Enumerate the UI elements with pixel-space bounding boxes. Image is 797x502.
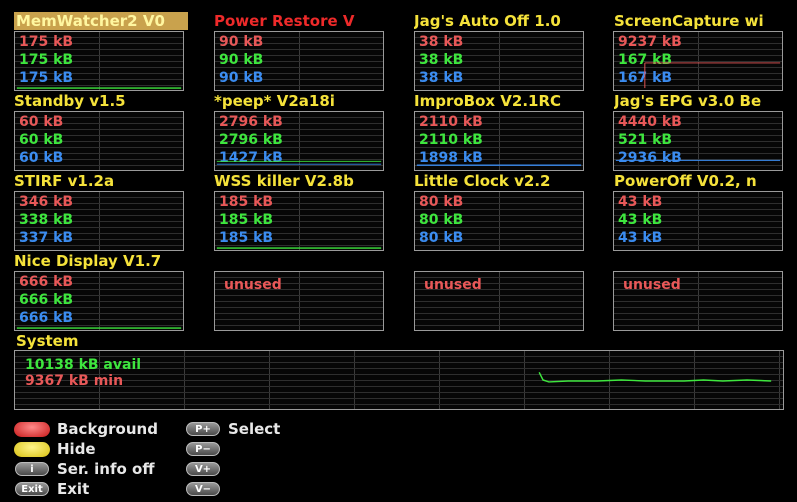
plugin-title-stirf[interactable]: STIRF v1.2a [14,172,115,190]
mem-value-blue: 175 kB [19,70,74,86]
plugin-panel-epg: 4440 kB 521 kB 2936 kB [613,111,783,171]
mem-value-blue: 666 kB [19,310,74,326]
plugin-title-poweroff[interactable]: PowerOff V0.2, n [614,172,757,190]
plugin-title-peep[interactable]: *peep* V2a18i [214,92,335,110]
mem-value-red: 9237 kB [618,34,682,50]
mem-value-blue: 185 kB [219,230,274,246]
mem-value-red: 43 kB [618,194,663,210]
legend-select: Select [228,420,281,438]
plugin-title-epg[interactable]: Jag's EPG v3.0 Be [614,92,762,110]
exit-key-icon[interactable]: Exit [15,482,49,496]
mem-value-green: 666 kB [19,292,74,308]
mem-value-green: 80 kB [419,212,464,228]
mem-value-green: 38 kB [419,52,464,68]
mem-value-blue: 2936 kB [618,150,682,166]
mem-value-green: 43 kB [618,212,663,228]
plugin-panel-little-clock: 80 kB 80 kB 80 kB [414,191,584,251]
plugin-panel-standby: 60 kB 60 kB 60 kB [14,111,184,171]
plugin-panel-poweroff: 43 kB 43 kB 43 kB [613,191,783,251]
unused-slot: unused [613,271,783,331]
memory-graph [216,247,382,249]
mem-value-blue: 38 kB [419,70,464,86]
plugin-title-auto-off[interactable]: Jag's Auto Off 1.0 [414,12,561,30]
plugin-panel-nice-display: 666 kB 666 kB 666 kB [14,271,184,331]
plugin-title-little-clock[interactable]: Little Clock v2.2 [414,172,551,190]
unused-slot: unused [414,271,584,331]
plugin-title-memwatcher[interactable]: MemWatcher2 V0 [14,12,188,30]
plugin-title-improbox[interactable]: ImproBox V2.1RC [414,92,562,110]
plugin-panel-memwatcher: 175 kB 175 kB 175 kB [14,31,184,91]
memory-graph [216,160,382,165]
plugin-panel-improbox: 2110 kB 2110 kB 1898 kB [414,111,584,171]
mem-value-blue: 43 kB [618,230,663,246]
mem-value-green: 338 kB [19,212,74,228]
mem-value-blue: 80 kB [419,230,464,246]
plugin-panel-auto-off: 38 kB 38 kB 38 kB [414,31,584,91]
memory-graph [16,327,182,329]
mem-value-green: 185 kB [219,212,274,228]
mem-value-red: 60 kB [19,114,64,130]
unused-label: unused [424,277,482,293]
memory-graph [416,164,582,166]
legend-background: Background [57,420,158,438]
mem-value-red: 346 kB [19,194,74,210]
mem-value-blue: 1898 kB [419,150,483,166]
mem-value-red: 4440 kB [618,114,682,130]
mem-value-green: 2796 kB [219,132,283,148]
mem-value-green: 60 kB [19,132,64,148]
system-min: 9367 kB min [25,373,124,389]
mem-value-red: 90 kB [219,34,264,50]
unused-label: unused [224,277,282,293]
mem-value-green: 167 kB [618,52,673,68]
mem-value-red: 38 kB [419,34,464,50]
memory-graph [615,159,781,161]
yellow-key-icon[interactable] [14,442,50,457]
plugin-title-power-restore[interactable]: Power Restore V [214,12,355,30]
system-avail: 10138 kB avail [25,357,142,373]
mem-value-red: 185 kB [219,194,274,210]
mem-value-red: 175 kB [19,34,74,50]
plugin-panel-power-restore: 90 kB 90 kB 90 kB [214,31,384,91]
plugin-panel-peep: 2796 kB 2796 kB 1427 kB [214,111,384,171]
legend-hide: Hide [57,440,96,458]
v-plus-key-icon[interactable]: V+ [186,462,220,476]
mem-value-blue: 337 kB [19,230,74,246]
mem-value-green: 2110 kB [419,132,483,148]
red-key-icon[interactable] [14,422,50,437]
p-minus-key-icon[interactable]: P− [186,442,220,456]
mem-value-green: 175 kB [19,52,74,68]
unused-slot: unused [214,271,384,331]
mem-value-blue: 60 kB [19,150,64,166]
legend-ser-info: Ser. info off [57,460,155,478]
mem-value-blue: 90 kB [219,70,264,86]
plugin-title-screencapture[interactable]: ScreenCapture wi [614,12,764,30]
memory-graph [16,87,182,89]
memory-graph [644,62,781,89]
v-minus-key-icon[interactable]: V− [186,482,220,496]
mem-value-red: 80 kB [419,194,464,210]
mem-value-green: 521 kB [618,132,673,148]
mem-value-blue: 1427 kB [219,150,283,166]
mem-value-red: 2110 kB [419,114,483,130]
unused-label: unused [623,277,681,293]
system-title: System [16,332,79,350]
system-panel: 10138 kB avail 9367 kB min [14,350,784,410]
mem-value-red: 666 kB [19,274,74,290]
plugin-panel-screencapture: 9237 kB 167 kB 167 kB [613,31,783,91]
legend-exit: Exit [57,480,90,498]
plugin-title-nice-display[interactable]: Nice Display V1.7 [14,252,162,270]
plugin-title-wss-killer[interactable]: WSS killer V2.8b [214,172,354,190]
plugin-panel-wss-killer: 185 kB 185 kB 185 kB [214,191,384,251]
system-memory-graph [538,371,772,383]
info-key-icon[interactable]: i [15,462,49,476]
plugin-panel-stirf: 346 kB 338 kB 337 kB [14,191,184,251]
p-plus-key-icon[interactable]: P+ [186,422,220,436]
mem-value-red: 2796 kB [219,114,283,130]
plugin-title-standby[interactable]: Standby v1.5 [14,92,126,110]
mem-value-green: 90 kB [219,52,264,68]
